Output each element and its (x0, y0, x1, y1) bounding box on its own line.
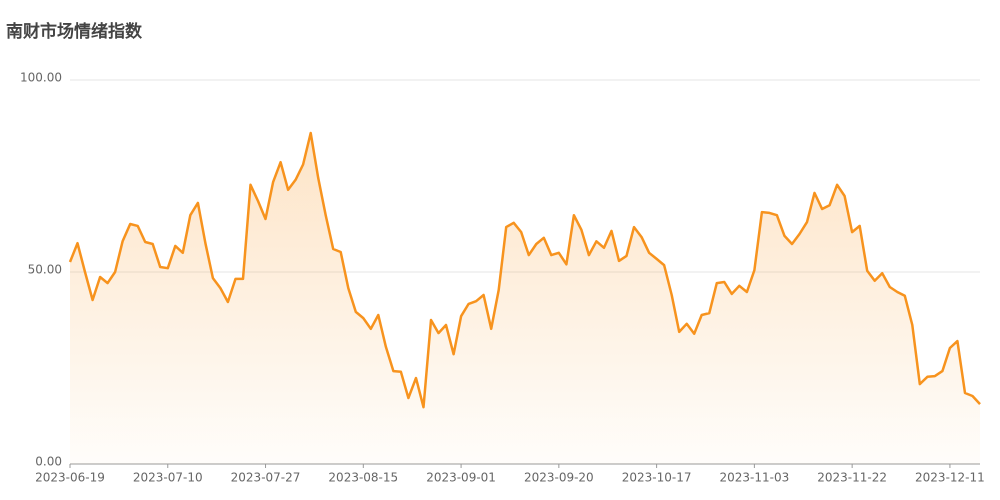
y-tick-label: 0.00 (35, 455, 62, 469)
area (70, 133, 980, 464)
x-tick-label: 2023-06-19 (35, 471, 105, 485)
x-tick-label: 2023-09-01 (426, 471, 496, 485)
x-tick-label: 2023-09-20 (524, 471, 594, 485)
chart-title: 南财市场情绪指数 (6, 21, 143, 42)
y-tick-label: 50.00 (28, 263, 62, 277)
y-tick-label: 100.00 (20, 71, 62, 85)
x-tick-label: 2023-11-22 (817, 471, 887, 485)
line (68, 131, 981, 409)
x-tick-label: 2023-07-10 (133, 471, 203, 485)
x-tick-label: 2023-11-03 (720, 471, 790, 485)
x-tick-label: 2023-12-11 (915, 471, 985, 485)
x-tick-label: 2023-10-17 (622, 471, 692, 485)
x-tick-label: 2023-07-27 (231, 471, 301, 485)
x-tick-label: 2023-08-15 (328, 471, 398, 485)
